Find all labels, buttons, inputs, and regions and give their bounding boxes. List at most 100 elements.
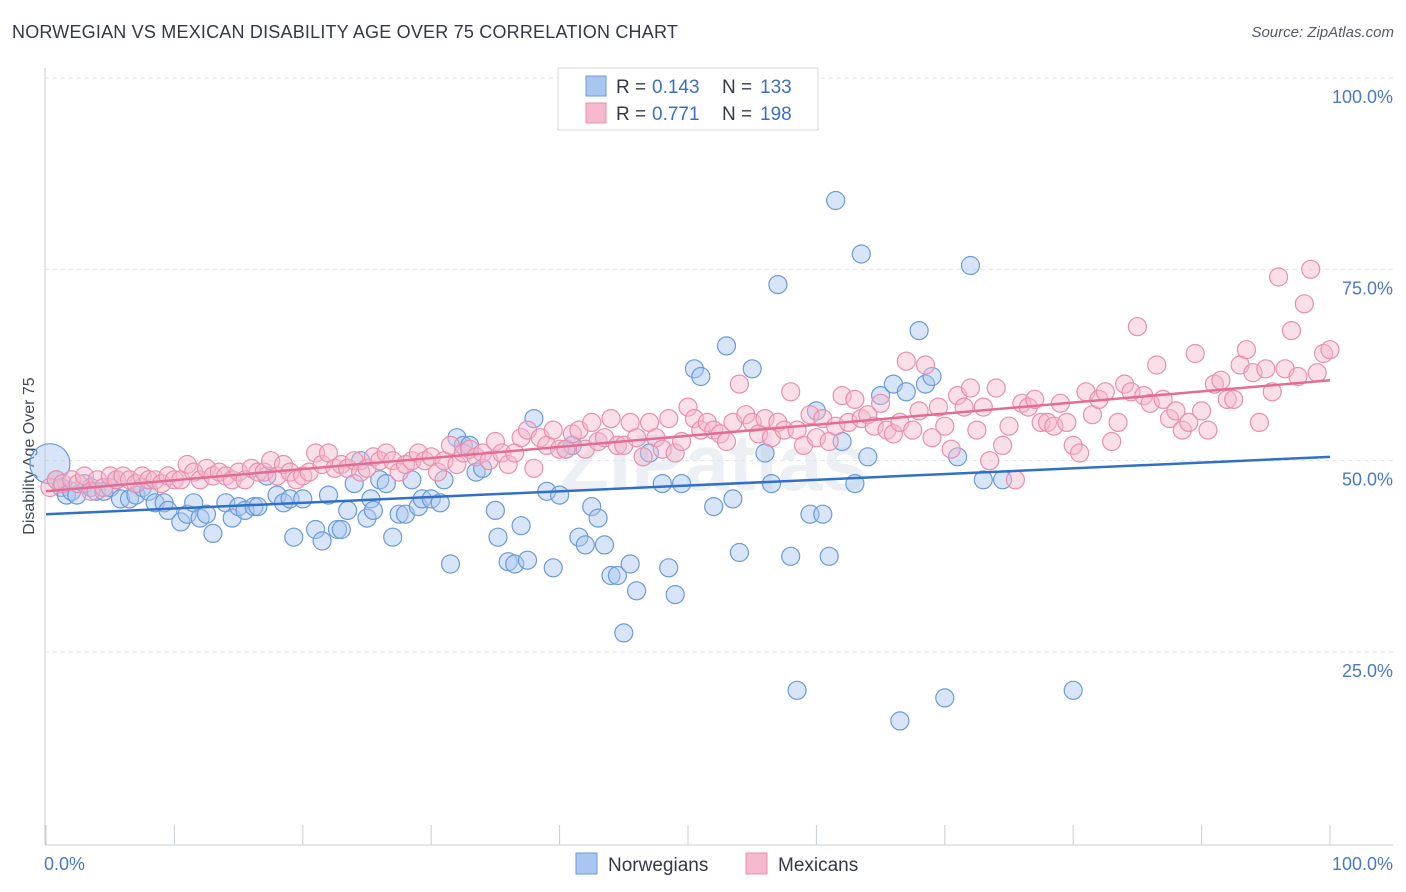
norwegian-point (171, 512, 191, 532)
mexican-point (273, 454, 294, 475)
mexican-point (903, 420, 923, 440)
source-label: Source: ZipAtlas.com (1251, 24, 1394, 41)
mexican-point (1005, 470, 1026, 490)
mexican-point (915, 355, 936, 375)
mexican-point (152, 474, 172, 494)
mexican-point (967, 420, 987, 440)
norwegian-point (947, 447, 968, 467)
norwegian-point (488, 527, 508, 547)
mexican-point (1307, 363, 1327, 383)
norwegian-point (890, 711, 910, 731)
correlation-legend: R = 0.143 N = 133 R = 0.771 N = 198 (557, 67, 819, 131)
mexican-point (582, 412, 602, 432)
norwegian-point (768, 275, 788, 295)
bottom-legend-label-mexicans: Mexicans (778, 855, 858, 876)
x-tick-label-max: 100.0% (1332, 854, 1393, 874)
legend-r-value-mexicans: 0.771 (652, 104, 700, 125)
norwegian-point (363, 500, 383, 520)
mexican-point (389, 462, 409, 482)
norwegian-point (665, 584, 685, 605)
norwegian-point (626, 581, 647, 601)
mexican-point (1191, 401, 1212, 421)
norwegian-point (858, 447, 878, 467)
norwegian-point (331, 519, 351, 540)
mexican-point (716, 431, 737, 452)
norwegian-point (29, 443, 71, 485)
legend-n-value-mexicans: 198 (760, 104, 792, 125)
mexican-point (883, 424, 904, 444)
norwegian-point (960, 255, 981, 276)
norwegian-point (691, 366, 711, 387)
legend-n-value-norwegians: 133 (760, 77, 792, 98)
norwegian-point (549, 485, 570, 505)
norwegian-point (607, 565, 628, 586)
norwegian-point (973, 470, 993, 490)
norwegian-point (761, 474, 782, 494)
norwegian-point (781, 546, 801, 566)
norwegian-point (716, 336, 737, 356)
mexican-point (1301, 259, 1321, 279)
norwegian-point (729, 542, 750, 563)
norwegian-point (594, 535, 615, 555)
mexican-point (806, 428, 827, 448)
norwegian-point (601, 565, 621, 586)
norwegian-point (357, 508, 377, 528)
mexican-point (1147, 355, 1167, 375)
y-tick-label-100: 100.0% (1332, 87, 1393, 107)
mexican-point (896, 351, 916, 371)
mexican-point (864, 416, 884, 436)
norwegian-point (1063, 680, 1083, 700)
norwegian-point (383, 527, 403, 547)
legend-r-label-mexicans: R = (616, 104, 646, 125)
norwegian-point (614, 623, 634, 643)
norwegian-point (430, 493, 450, 513)
mexican-point (736, 405, 756, 425)
mexican-point (1031, 412, 1051, 432)
y-tick-label-25: 25.0% (1342, 661, 1393, 681)
norwegian-point (248, 497, 268, 517)
mexican-point (973, 397, 993, 417)
legend-r-value-norwegians: 0.143 (652, 77, 700, 98)
mexican-point (1249, 412, 1270, 432)
norwegian-point (524, 409, 544, 429)
mexican-point (428, 462, 448, 482)
norwegian-point (517, 550, 538, 570)
norwegian-point (826, 190, 846, 211)
mexican-point (1159, 409, 1180, 429)
norwegian-point (473, 458, 493, 478)
mexican-point (960, 378, 981, 398)
norwegian-point (671, 474, 692, 494)
norwegian-point (896, 382, 916, 402)
chart-title: NORWEGIAN VS MEXICAN DISABILITY AGE OVER… (12, 22, 679, 42)
mexican-point (1198, 420, 1218, 440)
norwegian-point (293, 489, 313, 509)
norwegian-point (284, 527, 304, 547)
norwegian-point (870, 386, 891, 406)
mexican-point (922, 428, 942, 448)
norwegian-point (935, 688, 955, 708)
mexican-point (485, 431, 505, 452)
norwegian-point (588, 508, 608, 528)
mexican-point (999, 416, 1019, 436)
bottom-legend-swatch-mexicans (745, 852, 768, 875)
mexican-point (1166, 401, 1186, 421)
mexican-point (40, 477, 60, 498)
mexican-point (1268, 267, 1289, 287)
norwegian-point (389, 504, 409, 524)
mexican-point (626, 428, 647, 448)
mexican-point (1262, 382, 1282, 402)
mexican-point (1294, 294, 1314, 314)
norwegian-point (652, 474, 672, 494)
mexican-point (1127, 317, 1148, 337)
mexican-point (832, 386, 852, 406)
mexican-point (928, 397, 949, 417)
mexican-point (665, 443, 685, 463)
norwegian-point (723, 489, 743, 509)
norwegian-point (915, 374, 936, 394)
legend-r-label-norwegians: R = (616, 77, 646, 98)
norwegian-point (909, 321, 929, 341)
mexican-point (1102, 431, 1122, 452)
mexican-point (229, 462, 249, 482)
mexican-point (1236, 340, 1257, 360)
